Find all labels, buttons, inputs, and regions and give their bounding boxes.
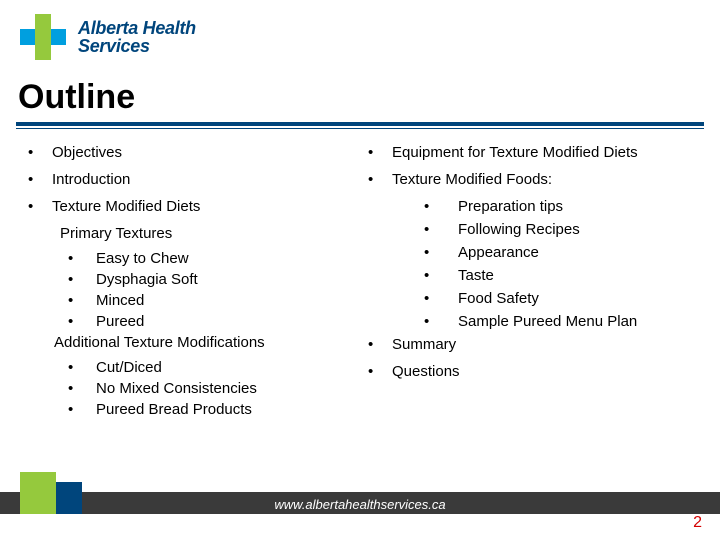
brand-line1: Alberta Health — [78, 19, 196, 37]
sub-bullet: •Easy to Chew — [68, 250, 350, 267]
bullet-text: Preparation tips — [458, 198, 704, 215]
logo-area: Alberta Health Services — [20, 14, 196, 60]
bullet-foods: •Texture Modified Foods: — [368, 171, 704, 188]
bullet-text: Taste — [458, 267, 704, 284]
bullet-text: Easy to Chew — [96, 250, 350, 267]
additional-label: Additional Texture Modifications — [54, 334, 350, 351]
bullet-text: Appearance — [458, 244, 704, 261]
brand-line2: Services — [78, 37, 196, 55]
bullet-text: Sample Pureed Menu Plan — [458, 313, 704, 330]
footer-url: www.albertahealthservices.ca — [0, 497, 720, 512]
bullet-text: Minced — [96, 292, 350, 309]
slide: Alberta Health Services Outline •Objecti… — [0, 0, 720, 540]
bullet-text: Questions — [392, 363, 704, 380]
logo-cross-icon — [20, 14, 66, 60]
bullet-text: Equipment for Texture Modified Diets — [392, 144, 704, 161]
right-column: •Equipment for Texture Modified Diets •T… — [360, 140, 720, 480]
bullet-text: Summary — [392, 336, 704, 353]
bullet-text: No Mixed Consistencies — [96, 380, 350, 397]
sub-bullet: •Following Recipes — [424, 221, 704, 238]
bullet-text: Introduction — [52, 171, 350, 188]
bullet-questions: •Questions — [368, 363, 704, 380]
bullet-text: Dysphagia Soft — [96, 271, 350, 288]
slide-title: Outline — [18, 78, 135, 117]
bullet-text: Food Safety — [458, 290, 704, 307]
sub-bullet: •Dysphagia Soft — [68, 271, 350, 288]
bullet-text: Following Recipes — [458, 221, 704, 238]
logo-wordmark: Alberta Health Services — [78, 19, 196, 55]
sub-bullet: •Preparation tips — [424, 198, 704, 215]
bullet-tmd: •Texture Modified Diets — [28, 198, 350, 215]
bullet-summary: •Summary — [368, 336, 704, 353]
sub-bullet: •Cut/Diced — [68, 359, 350, 376]
bullet-text: Texture Modified Foods: — [392, 171, 704, 188]
primary-textures-label: Primary Textures — [60, 225, 350, 242]
bullet-equipment: •Equipment for Texture Modified Diets — [368, 144, 704, 161]
bullet-objectives: •Objectives — [28, 144, 350, 161]
sub-bullet: •Minced — [68, 292, 350, 309]
title-rule-thin — [16, 128, 704, 129]
bullet-text: Cut/Diced — [96, 359, 350, 376]
sub-bullet: •Pureed — [68, 313, 350, 330]
page-number: 2 — [693, 514, 702, 532]
sub-bullet: •Taste — [424, 267, 704, 284]
sub-bullet: •No Mixed Consistencies — [68, 380, 350, 397]
sub-bullet: •Appearance — [424, 244, 704, 261]
sub-bullet: •Sample Pureed Menu Plan — [424, 313, 704, 330]
sub-bullet: •Pureed Bread Products — [68, 401, 350, 418]
sub-bullet: •Food Safety — [424, 290, 704, 307]
content-area: •Objectives •Introduction •Texture Modif… — [0, 140, 720, 480]
bullet-text: Objectives — [52, 144, 350, 161]
title-rule-thick — [16, 122, 704, 126]
bullet-text: Pureed Bread Products — [96, 401, 350, 418]
bullet-introduction: •Introduction — [28, 171, 350, 188]
left-column: •Objectives •Introduction •Texture Modif… — [0, 140, 360, 480]
bullet-text: Pureed — [96, 313, 350, 330]
bullet-text: Texture Modified Diets — [52, 198, 350, 215]
